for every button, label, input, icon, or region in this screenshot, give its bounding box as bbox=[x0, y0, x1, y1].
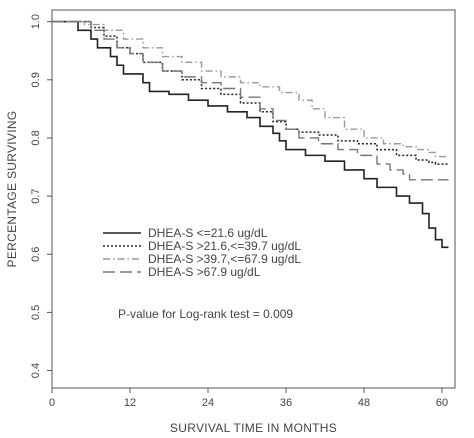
x-tick-label: 60 bbox=[436, 397, 448, 409]
legend-label-4: DHEA-S >67.9 ug/dL bbox=[148, 265, 261, 279]
legend-label-1: DHEA-S <=21.6 ug/dL bbox=[148, 226, 268, 240]
axes-group: 0 12 24 36 48 60 0.4 0.5 0.6 0.7 0.8 0.9 1.0 bbox=[30, 9, 456, 409]
x-tick-label: 12 bbox=[124, 397, 136, 409]
series-layer bbox=[52, 20, 449, 249]
series-line-3 bbox=[52, 20, 449, 158]
y-tick-label: 0.4 bbox=[30, 363, 42, 378]
series-line-2 bbox=[52, 20, 449, 165]
x-axis-title: SURVIVAL TIME IN MONTHS bbox=[170, 421, 337, 435]
legend-label-3: DHEA-S >39.7,<=67.9 ug/dL bbox=[148, 252, 301, 266]
plot-frame bbox=[51, 9, 456, 389]
y-tick-label: 0.7 bbox=[30, 188, 42, 203]
series-line-1 bbox=[52, 20, 449, 249]
legend-label-2: DHEA-S >21.6,<=39.7 ug/dL bbox=[148, 239, 301, 253]
y-axis-title: PERCENTAGE SURVIVING bbox=[5, 111, 19, 268]
y-tick-label: 0.8 bbox=[30, 130, 42, 145]
logrank-annotation: P-value for Log-rank test = 0.009 bbox=[118, 307, 293, 321]
y-tick-label: 1.0 bbox=[30, 14, 42, 29]
x-tick-label: 48 bbox=[358, 397, 370, 409]
y-tick-label: 0.5 bbox=[30, 305, 42, 320]
y-tick-label: 0.9 bbox=[30, 72, 42, 87]
series-line-4 bbox=[52, 20, 449, 181]
x-tick-label: 24 bbox=[202, 397, 214, 409]
x-tick-label: 0 bbox=[49, 397, 55, 409]
x-tick-label: 36 bbox=[280, 397, 292, 409]
y-tick-label: 0.6 bbox=[30, 247, 42, 262]
